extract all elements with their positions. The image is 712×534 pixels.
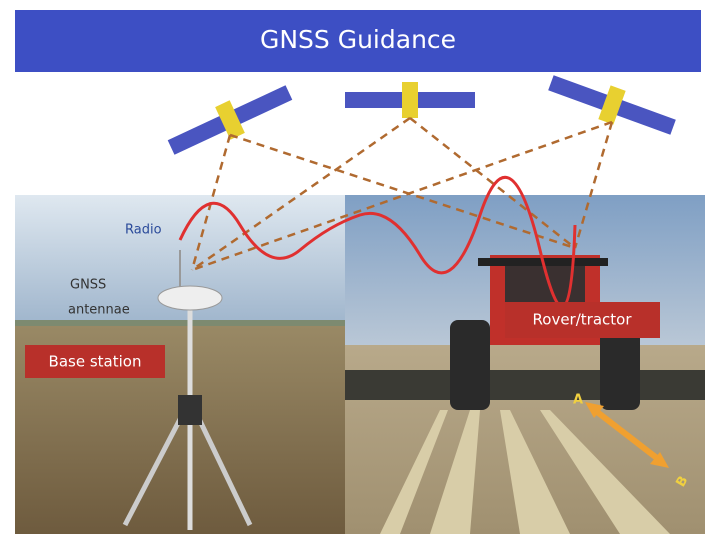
rover-tag: Rover/tractor [505, 302, 660, 338]
title: GNSS Guidance [260, 25, 456, 54]
title-bar: GNSS Guidance [15, 10, 701, 72]
base-photo-part [15, 320, 345, 326]
satellites-part-part [402, 82, 418, 118]
page: GNSS Guidance body { margin: 0; width: 7… [0, 0, 712, 534]
satellites-part [545, 66, 679, 144]
satellites [163, 66, 679, 164]
antenna-label: antennae [68, 303, 130, 318]
tripod-part [178, 395, 202, 425]
satellites-part [345, 82, 475, 118]
body: {"header": {"title": "GNSS Guidance"}, "… [0, 0, 712, 534]
tripod-part [158, 286, 222, 310]
base-station-tag: Base station [25, 345, 165, 378]
base-station-label: Base station [49, 353, 142, 371]
radio-label: Radio [125, 223, 162, 238]
point-a-label: A [573, 393, 583, 408]
tractor-photo [345, 195, 705, 534]
tractor-part [450, 320, 490, 410]
tractor-photo-part [345, 370, 705, 400]
rover-label: Rover/tractor [533, 311, 633, 329]
antenna-label: GNSS [70, 278, 106, 293]
slide: GNSS Guidance Radio [0, 0, 712, 534]
